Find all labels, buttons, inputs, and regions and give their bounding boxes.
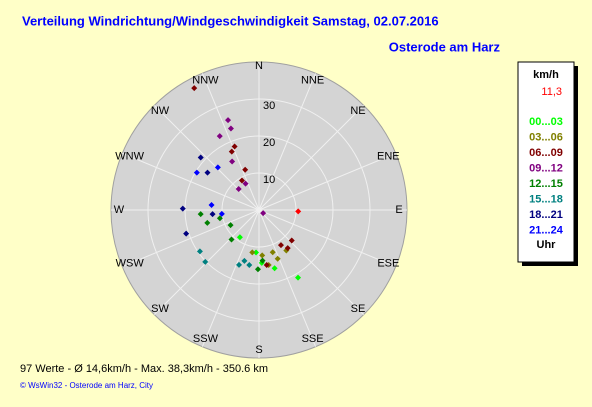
ring (147, 98, 371, 322)
wind-point (295, 274, 302, 281)
legend-label: 06...09 (529, 147, 563, 159)
ring-label: 20 (263, 137, 275, 149)
legend-footer: Uhr (537, 239, 557, 251)
chart-subtitle: Osterode am Harz (389, 39, 501, 54)
direction-label: WNW (115, 150, 144, 162)
wind-point (284, 245, 291, 252)
wind-point (269, 249, 276, 256)
ring-label: 30 (263, 100, 275, 112)
wind-point (231, 143, 238, 150)
footer-stats: 97 Werte - Ø 14,6km/h - Max. 38,3km/h - … (20, 363, 268, 375)
direction-label: ESE (377, 257, 399, 269)
direction-label: SSW (193, 333, 219, 345)
legend-label: 09...12 (529, 162, 563, 174)
wind-point (241, 257, 248, 264)
direction-label: SSE (302, 333, 324, 345)
wind-point (204, 219, 211, 226)
direction-label: NNW (192, 75, 219, 87)
wind-point (236, 234, 243, 241)
chart-title: Verteilung Windrichtung/Windgeschwindigk… (22, 13, 439, 28)
wind-point (263, 261, 270, 268)
legend-current: 11,3 (541, 86, 562, 98)
ring (221, 172, 297, 248)
wind-point (274, 255, 281, 262)
ring (184, 135, 334, 285)
wind-point (259, 252, 266, 259)
wind-point (246, 262, 253, 269)
direction-label: SE (351, 303, 366, 315)
wind-point (271, 265, 278, 272)
wind-point (193, 169, 200, 176)
legend-label: 18...21 (529, 209, 563, 221)
wind-point (227, 222, 234, 229)
wind-point (277, 242, 284, 249)
legend-box (517, 61, 575, 263)
wind-point (179, 205, 186, 212)
wind-point (216, 215, 223, 222)
wind-point (228, 236, 235, 243)
wind-point (242, 166, 249, 173)
legend-label: 12...15 (529, 178, 563, 190)
ring-label: 10 (263, 174, 275, 186)
direction-label: SW (151, 303, 169, 315)
current-point (295, 208, 302, 215)
wind-point (197, 211, 204, 218)
legend-unit: km/h (533, 69, 559, 81)
wind-point (218, 210, 225, 217)
direction-label: S (255, 344, 262, 356)
wind-point (253, 249, 260, 256)
wind-point (197, 154, 204, 161)
wind-point (235, 185, 242, 192)
legend-label: 03...06 (529, 131, 563, 143)
wind-point (202, 258, 209, 265)
wind-point (242, 180, 249, 187)
wind-point (216, 133, 223, 140)
wind-point (260, 210, 267, 217)
direction-label: E (395, 204, 402, 216)
wind-point (204, 169, 211, 176)
wind-point (227, 125, 234, 132)
footer-credit: © WsWin32 - Osterode am Harz, City (20, 381, 153, 390)
legend-label: 00...03 (529, 116, 563, 128)
direction-label: WSW (116, 257, 145, 269)
wind-point (214, 164, 221, 171)
direction-label: NE (350, 105, 365, 117)
wind-point (229, 158, 236, 165)
direction-label: N (255, 60, 263, 72)
wind-point (225, 117, 232, 124)
wind-point (228, 148, 235, 155)
wind-point (254, 266, 261, 273)
legend-label: 15...18 (529, 193, 563, 205)
direction-label: ENE (377, 150, 400, 162)
wind-point (259, 257, 266, 264)
direction-label: NW (151, 105, 170, 117)
wind-point (196, 248, 203, 255)
wind-point (208, 202, 215, 209)
wind-point (238, 177, 245, 184)
wind-point (236, 261, 243, 268)
wind-point (288, 237, 295, 244)
direction-label: W (114, 204, 125, 216)
wind-point (249, 249, 256, 256)
wind-point (183, 230, 190, 237)
wind-point (191, 85, 198, 92)
direction-label: NNE (301, 75, 324, 87)
wind-point (209, 211, 216, 218)
legend-label: 21...24 (529, 224, 564, 236)
